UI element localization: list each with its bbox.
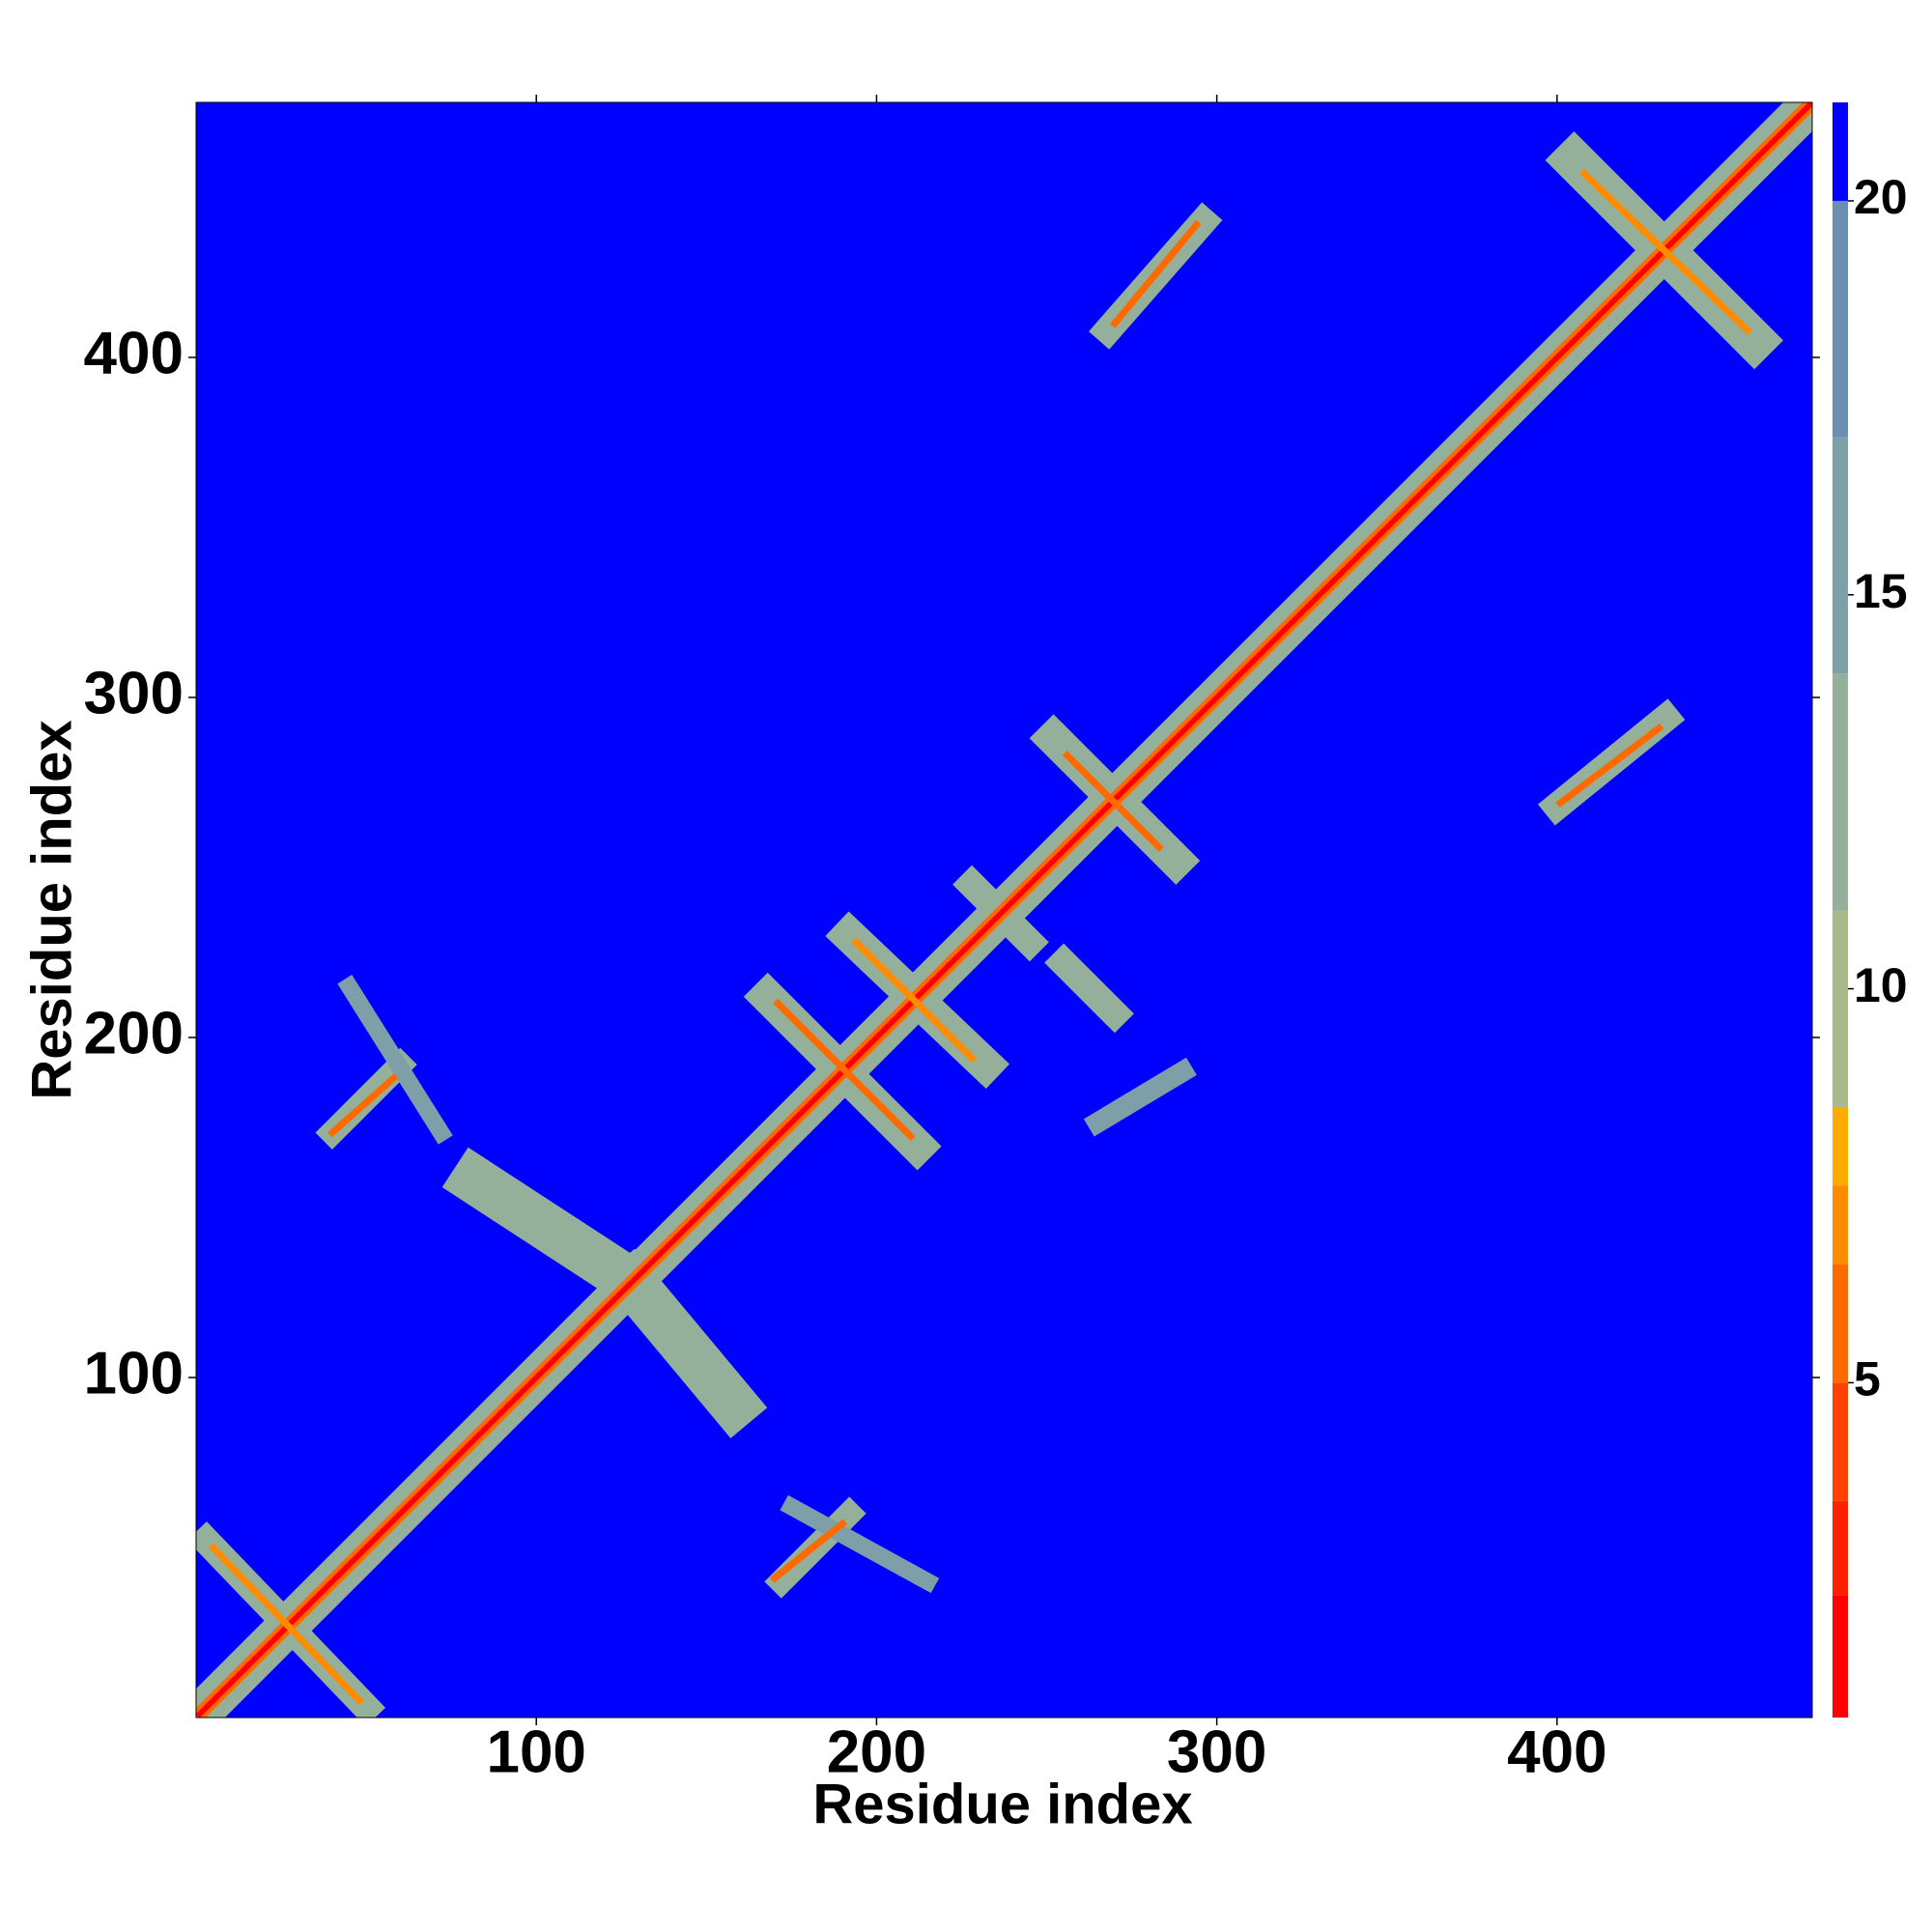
contact-streak [1062, 750, 1164, 852]
colorbar-tick-label: 15 [1854, 564, 1908, 618]
y-tick-label: 100 [84, 1340, 184, 1406]
colorbar-tick-label: 20 [1854, 170, 1908, 224]
colorbar-band [1833, 1382, 1848, 1501]
contact-streak [851, 937, 978, 1064]
plot-frame [195, 101, 1813, 1719]
contact-streak [327, 1073, 399, 1138]
y-axis-label: Residue index [20, 720, 83, 1099]
colorbar-band [1833, 1500, 1848, 1596]
contact-streak [598, 1248, 768, 1438]
contact-streak [1044, 943, 1134, 1034]
contact-streak [1083, 1057, 1197, 1137]
contact-streak [773, 998, 916, 1142]
contact-streak [441, 1147, 665, 1316]
colorbar-tick-label: 10 [1854, 958, 1908, 1012]
contact-streak [1110, 219, 1202, 328]
x-tick-label: 100 [486, 1719, 585, 1785]
x-tick-label: 300 [1167, 1719, 1266, 1785]
colorbar-band [1833, 910, 1848, 1107]
y-tick-label: 300 [84, 660, 184, 726]
x-tick-label: 400 [1507, 1719, 1606, 1785]
colorbar-band [1833, 1106, 1848, 1186]
colorbar-band [1833, 200, 1848, 438]
colorbar-tick-label: 5 [1854, 1352, 1881, 1406]
contact-streak [769, 1519, 848, 1583]
y-tick-label: 200 [84, 1000, 184, 1066]
colorbar-band [1833, 1595, 1848, 1718]
x-tick-label: 200 [827, 1719, 926, 1785]
colorbar-band [1833, 1185, 1848, 1265]
x-axis-label: Residue index [812, 1773, 1192, 1835]
y-tick-label: 400 [84, 320, 184, 386]
colorbar-band [1833, 102, 1848, 201]
contact-streak [337, 975, 453, 1145]
colorbar-band [1833, 437, 1848, 674]
contact-streak [780, 1494, 940, 1594]
contacts [196, 102, 1812, 1718]
contact-streak [1555, 723, 1664, 809]
colorbar-band [1833, 673, 1848, 910]
contact-streak [196, 102, 1812, 1718]
contact-streak [1579, 168, 1753, 335]
contact-streak [208, 1543, 365, 1706]
colorbar-band [1833, 1264, 1848, 1383]
